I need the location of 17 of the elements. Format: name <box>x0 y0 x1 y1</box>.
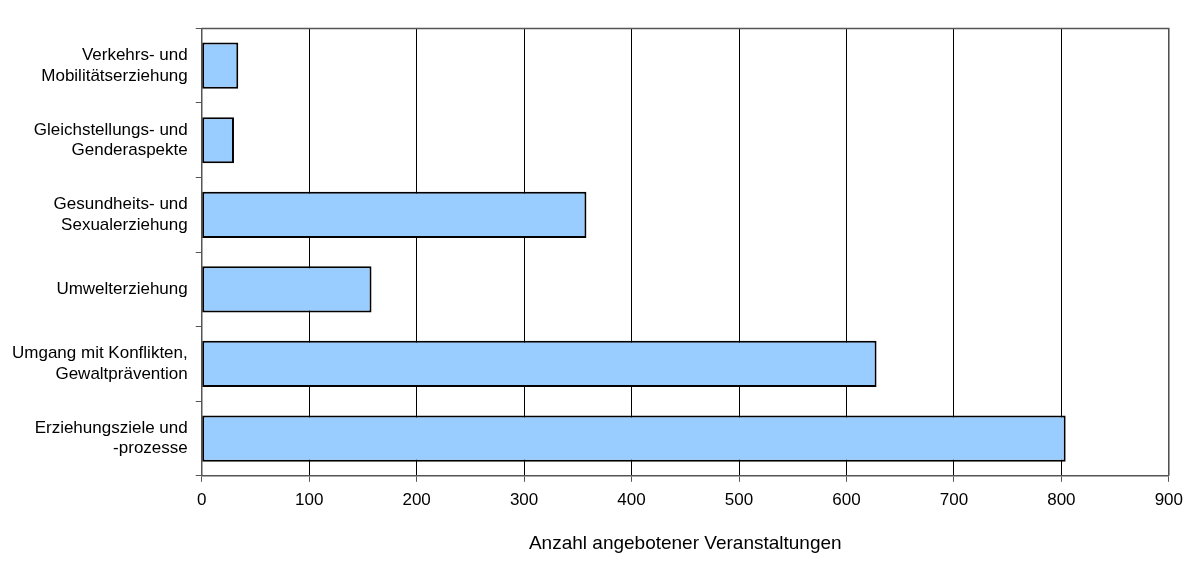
x-tick-label: 200 <box>402 489 431 509</box>
x-tick-label: 0 <box>197 489 207 509</box>
x-tick-label: 300 <box>509 489 539 509</box>
y-tick-label: Gleichstellungs- und Genderaspekte <box>33 119 188 160</box>
y-tick-label: Umgang mit Konflikten, Gewaltprävention <box>11 343 188 383</box>
y-tick-label: Erziehungsziele und -prozesse <box>34 418 188 458</box>
y-tick-label: Verkehrs- und Mobilitätserziehung <box>41 45 188 85</box>
y-tick-label: Gesundheits- und Sexualerziehung <box>53 194 188 234</box>
x-tick-label: 900 <box>1154 489 1184 509</box>
y-tick-label: Umwelterziehung <box>56 279 188 299</box>
x-tick-label: 700 <box>939 489 969 509</box>
x-tick-label: 100 <box>295 489 324 509</box>
x-axis-title: Anzahl angebotener Veranstaltungen <box>528 531 842 553</box>
x-tick-label: 800 <box>1047 489 1076 509</box>
x-tick-label: 600 <box>832 489 861 509</box>
x-tick-label: 400 <box>617 489 646 509</box>
x-tick-label: 500 <box>724 489 754 509</box>
